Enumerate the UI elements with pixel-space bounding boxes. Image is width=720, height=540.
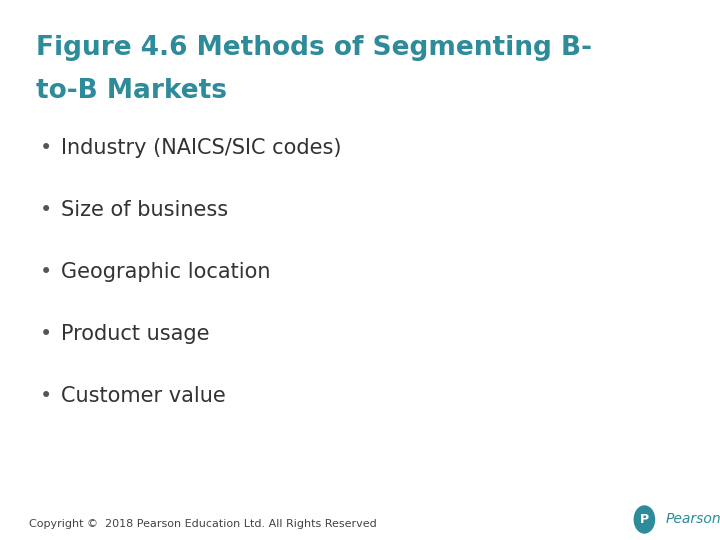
Text: Geographic location: Geographic location <box>61 262 271 282</box>
Text: Product usage: Product usage <box>61 324 210 344</box>
Text: P: P <box>640 513 649 526</box>
Text: to-B Markets: to-B Markets <box>36 78 227 104</box>
Text: Customer value: Customer value <box>61 386 226 406</box>
Text: •: • <box>40 386 52 406</box>
Text: Pearson: Pearson <box>666 512 720 526</box>
Text: Copyright ©  2018 Pearson Education Ltd. All Rights Reserved: Copyright © 2018 Pearson Education Ltd. … <box>29 519 377 529</box>
Text: •: • <box>40 324 52 344</box>
Text: Industry (NAICS/SIC codes): Industry (NAICS/SIC codes) <box>61 138 342 158</box>
Text: Size of business: Size of business <box>61 200 228 220</box>
Text: Figure 4.6 Methods of Segmenting B-: Figure 4.6 Methods of Segmenting B- <box>36 35 592 61</box>
Text: •: • <box>40 200 52 220</box>
Text: •: • <box>40 262 52 282</box>
Ellipse shape <box>634 506 654 533</box>
Text: •: • <box>40 138 52 158</box>
